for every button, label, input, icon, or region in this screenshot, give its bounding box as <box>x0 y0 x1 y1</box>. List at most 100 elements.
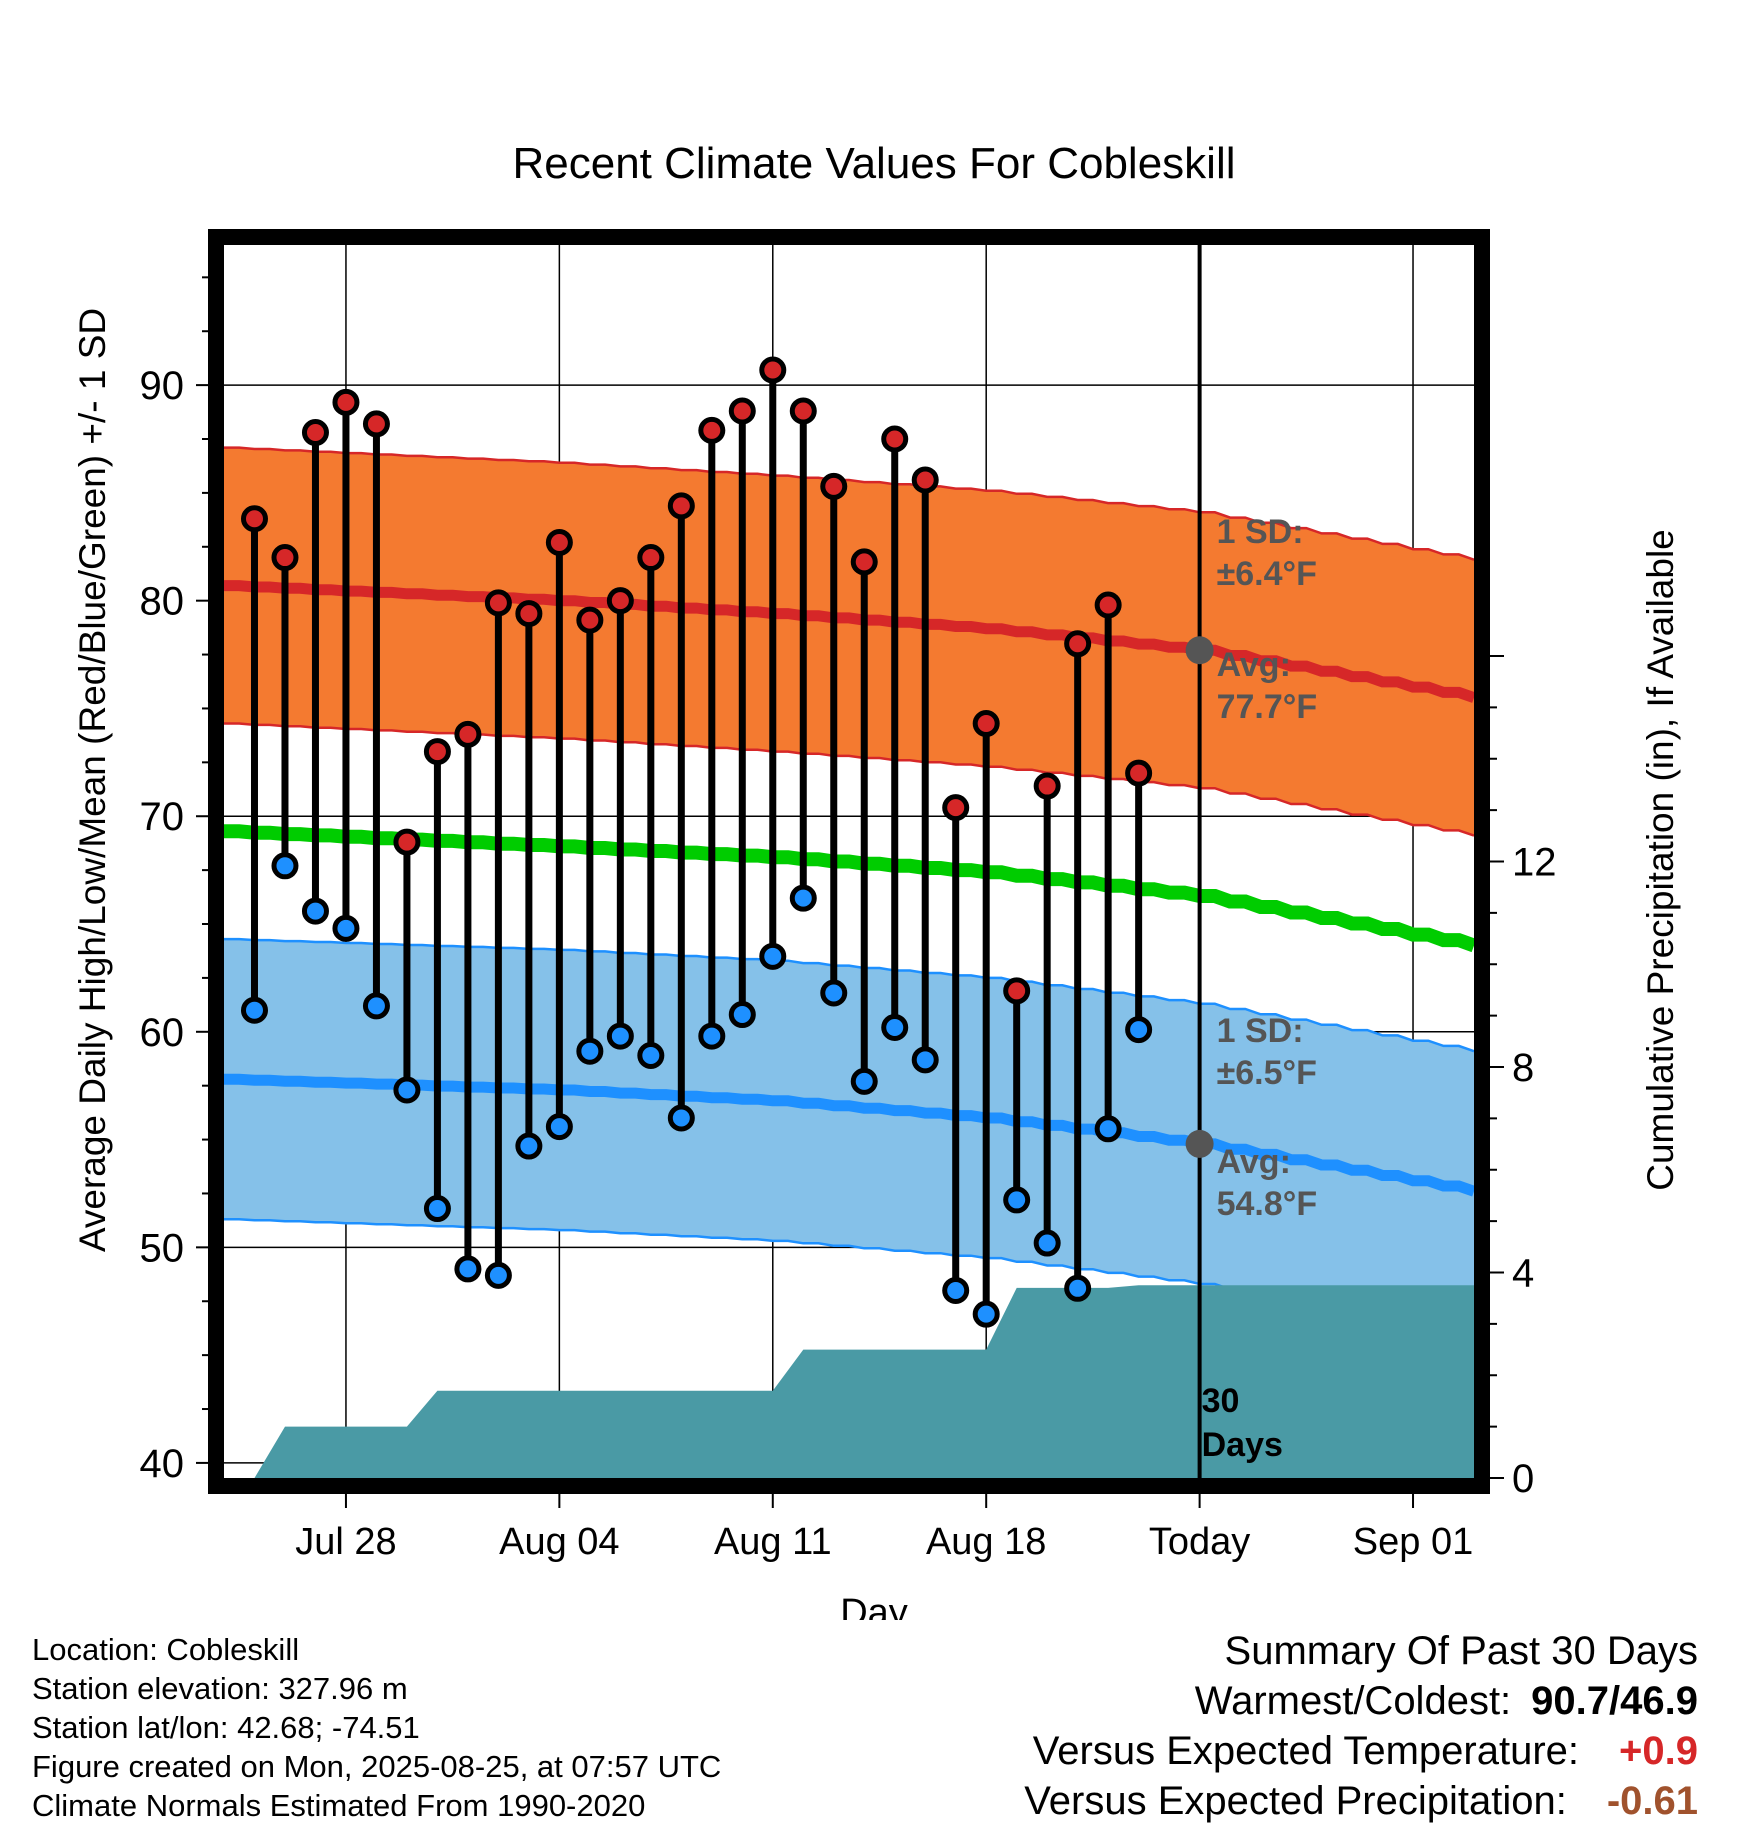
x-axis-label: Day <box>840 1592 908 1620</box>
daily-low-point <box>454 1255 482 1283</box>
daily-high-point <box>484 589 512 617</box>
high-sd-label: 1 SD: <box>1217 513 1304 551</box>
precip-label: Versus Expected Precipitation: <box>1024 1779 1567 1823</box>
low-sd-upper-edge <box>224 937 1474 1053</box>
daily-low-point <box>1033 1229 1061 1257</box>
daily-high-point <box>454 720 482 748</box>
y2-axis-label: Cumulative Precipitation (in), If Availa… <box>1640 529 1681 1191</box>
daily-low-point <box>911 1046 939 1074</box>
warm-cold-value: 90.7/46.9 <box>1531 1679 1698 1723</box>
daily-high-point <box>850 548 878 576</box>
y-tick-label: 60 <box>140 1011 185 1055</box>
y-tick-label: 50 <box>140 1226 185 1270</box>
temp-value: +0.9 <box>1619 1729 1698 1773</box>
daily-high-point <box>1094 591 1122 619</box>
elevation-text: Station elevation: 327.96 m <box>32 1671 408 1706</box>
plot-inner <box>224 245 1474 1478</box>
daily-low-point <box>759 942 787 970</box>
daily-high-point <box>942 794 970 822</box>
daily-high-point <box>820 472 848 500</box>
y-tick-label: 80 <box>140 580 185 624</box>
daily-low-point <box>576 1037 604 1065</box>
low-avg-value: 54.8°F <box>1217 1185 1318 1223</box>
y2-tick-label: 12 <box>1512 841 1557 885</box>
daily-high-point <box>881 425 909 453</box>
daily-high-point <box>393 828 421 856</box>
climate-chart: Recent Climate Values For Cobleskill 1 S… <box>72 139 1681 1620</box>
daily-low-point <box>972 1300 1000 1328</box>
daily-high-point <box>1003 977 1031 1005</box>
x-tick-label: Sep 01 <box>1353 1521 1473 1563</box>
daily-low-point <box>393 1076 421 1104</box>
daily-low-point <box>1003 1186 1031 1214</box>
normal-mean-line <box>224 824 1474 953</box>
x-tick-label: Aug 11 <box>714 1521 832 1563</box>
daily-low-point <box>850 1067 878 1095</box>
daily-low-point <box>484 1261 512 1289</box>
normal-high-line <box>224 580 1474 703</box>
low-sd-label: 1 SD: <box>1217 1012 1304 1050</box>
daily-high-point <box>789 397 817 425</box>
high-sd-value: ±6.4°F <box>1217 555 1317 593</box>
station-info: Location: Cobleskill Station elevation: … <box>32 1630 721 1825</box>
daily-high-point <box>911 466 939 494</box>
plot-frame <box>208 229 1490 1494</box>
summary-temp: Versus Expected Temperature: +0.9 <box>1024 1726 1698 1776</box>
high-sd-upper-edge <box>224 446 1474 561</box>
summary-panel: Summary Of Past 30 Days Warmest/Coldest:… <box>1024 1626 1698 1826</box>
today-avg-low-marker <box>1185 1129 1214 1158</box>
high-sd-band <box>224 447 1474 836</box>
daily-low-point <box>515 1132 543 1160</box>
summary-warm-cold: Warmest/Coldest: 90.7/46.9 <box>1024 1676 1698 1726</box>
x-tick-label: Today <box>1149 1521 1250 1563</box>
daily-high-point <box>1064 630 1092 658</box>
daily-high-point <box>271 544 299 572</box>
daily-high-point <box>576 606 604 634</box>
high-avg-value: 77.7°F <box>1217 688 1318 726</box>
days-word-label: Days <box>1202 1426 1283 1464</box>
days-count-label: 30 <box>1202 1382 1240 1420</box>
chart-title: Recent Climate Values For Cobleskill <box>512 139 1235 188</box>
daily-low-point <box>820 979 848 1007</box>
high-sd-lower-edge <box>224 722 1474 837</box>
daily-low-point <box>637 1042 665 1070</box>
summary-precip: Versus Expected Precipitation: -0.61 <box>1024 1776 1698 1826</box>
daily-high-point <box>332 388 360 416</box>
y2-tick-label: 8 <box>1512 1046 1534 1090</box>
precip-value: -0.61 <box>1606 1779 1698 1823</box>
daily-high-point <box>1033 772 1061 800</box>
daily-high-point <box>362 410 390 438</box>
daily-high-point <box>301 419 329 447</box>
plot-area: 1 SD: ±6.4°F Avg: 77.7°F 1 SD: ±6.5°F Avg: 54.8… <box>140 229 1557 1563</box>
daily-low-point <box>545 1113 573 1141</box>
created-text: Figure created on Mon, 2025-08-25, at 07… <box>32 1749 722 1784</box>
daily-low-point <box>698 1022 726 1050</box>
daily-high-point <box>515 600 543 628</box>
normals-text: Climate Normals Estimated From 1990-2020 <box>32 1788 646 1823</box>
warm-cold-label: Warmest/Coldest: <box>1194 1679 1512 1723</box>
daily-low-point <box>1125 1016 1153 1044</box>
daily-low-point <box>332 914 360 942</box>
daily-high-point <box>667 492 695 520</box>
y-tick-label: 70 <box>140 795 185 839</box>
daily-low-point <box>301 897 329 925</box>
y2-tick-label: 0 <box>1512 1457 1534 1501</box>
daily-high-point <box>1125 759 1153 787</box>
y-axis-label: Average Daily High/Low/Mean (Red/Blue/Gr… <box>72 308 113 1252</box>
daily-high-point <box>606 587 634 615</box>
x-tick-label: Aug 04 <box>499 1521 619 1563</box>
daily-low-point <box>881 1013 909 1041</box>
temp-label: Versus Expected Temperature: <box>1032 1729 1580 1773</box>
daily-high-point <box>698 416 726 444</box>
y-tick-label: 40 <box>140 1442 185 1486</box>
daily-high-point <box>972 710 1000 738</box>
precip-area <box>254 1285 1474 1478</box>
low-avg-label: Avg: <box>1217 1143 1291 1181</box>
daily-low-point <box>240 996 268 1024</box>
daily-low-point <box>606 1022 634 1050</box>
latlon-text: Station lat/lon: 42.68; -74.51 <box>32 1710 420 1745</box>
x-tick-label: Aug 18 <box>926 1521 1046 1563</box>
daily-high-point <box>240 505 268 533</box>
low-sd-value: ±6.5°F <box>1217 1054 1317 1092</box>
daily-low-point <box>423 1195 451 1223</box>
